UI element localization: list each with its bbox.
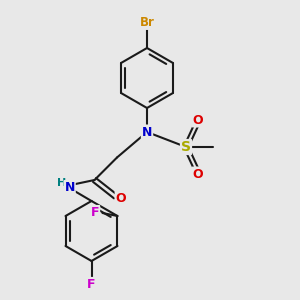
Text: O: O — [116, 191, 126, 205]
Text: S: S — [181, 140, 191, 154]
Text: N: N — [142, 125, 152, 139]
Text: F: F — [87, 278, 96, 291]
Text: H: H — [57, 178, 66, 188]
Text: O: O — [193, 113, 203, 127]
Text: F: F — [91, 206, 99, 219]
Text: O: O — [193, 167, 203, 181]
Text: Br: Br — [140, 16, 154, 29]
Text: N: N — [64, 181, 75, 194]
